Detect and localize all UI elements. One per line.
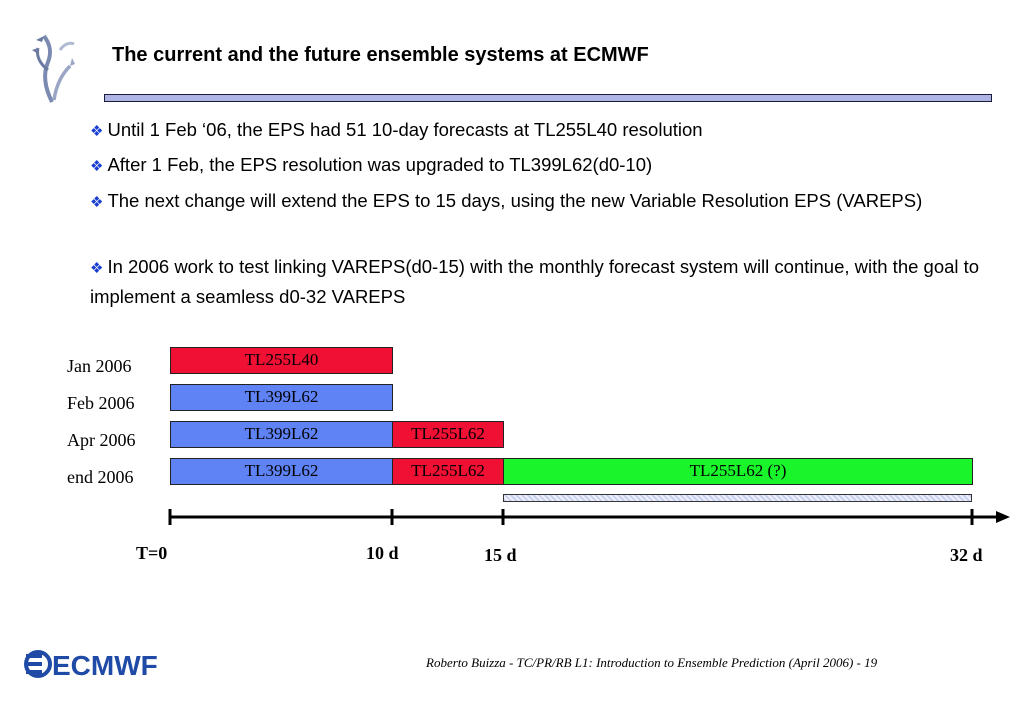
bullet-item: ❖ Until 1 Feb ‘06, the EPS had 51 10-day … (90, 116, 980, 146)
slide-title: The current and the future ensemble syst… (112, 44, 649, 66)
diamond-bullet-icon: ❖ (90, 260, 104, 277)
row-label-apr-2006: Apr 2006 (67, 430, 136, 450)
bar-end-tl255l62-uncertain: TL255L62 (?) (503, 458, 973, 485)
bar-jan-tl255l40: TL255L40 (170, 347, 393, 374)
ecmwf-footer-logo: ECMWF (24, 650, 158, 680)
diamond-bullet-icon: ❖ (90, 123, 104, 140)
footer-citation: Roberto Buizza - TC/PR/RB L1: Introducti… (426, 655, 878, 670)
diamond-bullet-icon: ❖ (90, 194, 104, 211)
bar-end-tl399l62: TL399L62 (170, 458, 393, 485)
ecmwf-wind-logo-icon (32, 34, 75, 103)
row-label-feb-2006: Feb 2006 (67, 393, 135, 413)
row-label-jan-2006: Jan 2006 (67, 356, 132, 376)
bar-apr-tl399l62: TL399L62 (170, 421, 393, 448)
monthly-extension-band (503, 494, 972, 502)
bullet-item: ❖ The next change will extend the EPS to … (90, 187, 980, 217)
tick-label-15d: 15 d (484, 545, 517, 565)
title-divider (104, 94, 992, 102)
bullet-text: In 2006 work to test linking VAREPS(d0-1… (90, 256, 980, 307)
tick-label-t0: T=0 (136, 543, 168, 563)
tick-label-10d: 10 d (366, 543, 399, 563)
timeline-axis (168, 509, 1010, 525)
footer-logo-text: ECMWF (52, 650, 158, 680)
tick-label-32d: 32 d (950, 545, 983, 565)
bar-feb-tl399l62: TL399L62 (170, 384, 393, 411)
bullet-text: After 1 Feb, the EPS resolution was upgr… (107, 154, 653, 175)
bar-apr-tl255l62: TL255L62 (392, 421, 504, 448)
diamond-bullet-icon: ❖ (90, 158, 104, 175)
bullet-text: Until 1 Feb ‘06, the EPS had 51 10-day f… (107, 119, 703, 140)
bullet-item: ❖ After 1 Feb, the EPS resolution was upg… (90, 151, 980, 181)
bullet-item: ❖ In 2006 work to test linking VAREPS(d0-… (90, 253, 980, 311)
bullet-text: The next change will extend the EPS to 1… (107, 190, 923, 211)
row-label-end-2006: end 2006 (67, 467, 134, 487)
bar-end-tl255l62: TL255L62 (392, 458, 504, 485)
